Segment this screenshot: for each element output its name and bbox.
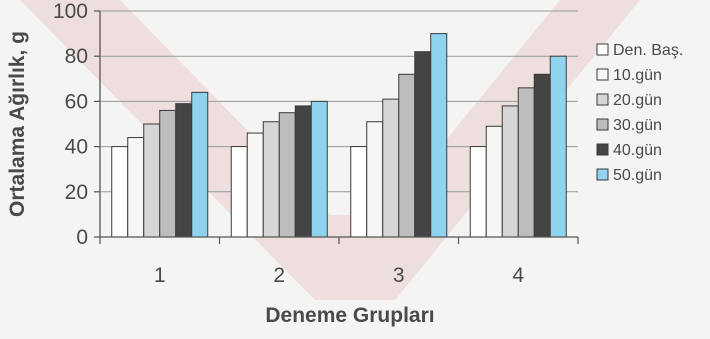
bar — [366, 121, 384, 238]
bar — [350, 146, 368, 238]
y-axis-title: Ortalama Ağırlık, g — [6, 31, 29, 217]
bar — [262, 121, 280, 238]
bar — [517, 87, 535, 238]
bar — [278, 112, 296, 238]
bar — [127, 137, 145, 238]
axes: 0 20 40 60 80 100 1 2 3 4 — [53, 0, 579, 287]
bar — [549, 55, 567, 238]
bar — [310, 100, 328, 238]
bar — [230, 146, 248, 238]
legend-swatch — [596, 168, 609, 181]
bar — [469, 146, 487, 238]
bar — [414, 51, 432, 238]
y-tick-label: 100 — [53, 0, 88, 23]
legend-label: 30.gün — [613, 117, 662, 134]
x-tick-label: 2 — [273, 264, 285, 287]
bar — [191, 91, 209, 238]
bar — [430, 33, 448, 238]
bar — [398, 73, 416, 238]
bar — [485, 125, 503, 238]
legend-swatch — [596, 118, 609, 131]
legend-swatch — [596, 68, 609, 81]
legend-label: 20.gün — [613, 92, 662, 109]
legend-label: 50.gün — [613, 167, 662, 184]
bar — [175, 103, 193, 238]
bar — [111, 146, 129, 238]
x-tick-label: 3 — [393, 264, 405, 287]
bar — [533, 73, 551, 238]
y-tick-label: 40 — [65, 136, 88, 159]
x-tick-label: 4 — [512, 264, 524, 287]
bar — [382, 98, 400, 238]
legend: Den. Baş. 10.gün 20.gün 30.gün 40.gün 50.gün — [596, 42, 683, 184]
bar — [143, 123, 161, 238]
legend-swatch — [596, 143, 609, 156]
x-tick-label: 1 — [154, 264, 166, 287]
bar — [501, 105, 519, 238]
y-tick-label: 80 — [65, 45, 88, 68]
legend-swatch — [596, 43, 609, 56]
legend-label: Den. Baş. — [613, 42, 683, 59]
legend-label: 10.gün — [613, 67, 662, 84]
bar — [159, 109, 177, 238]
x-axis-title: Deneme Grupları — [265, 304, 434, 327]
y-tick-label: 0 — [76, 226, 88, 249]
watermark-chevron — [20, 0, 640, 300]
bars — [111, 33, 567, 238]
bar — [246, 132, 264, 238]
legend-label: 40.gün — [613, 142, 662, 159]
bar — [294, 105, 312, 238]
legend-swatch — [596, 93, 609, 106]
y-tick-label: 20 — [65, 181, 88, 204]
y-tick-label: 60 — [65, 90, 88, 113]
